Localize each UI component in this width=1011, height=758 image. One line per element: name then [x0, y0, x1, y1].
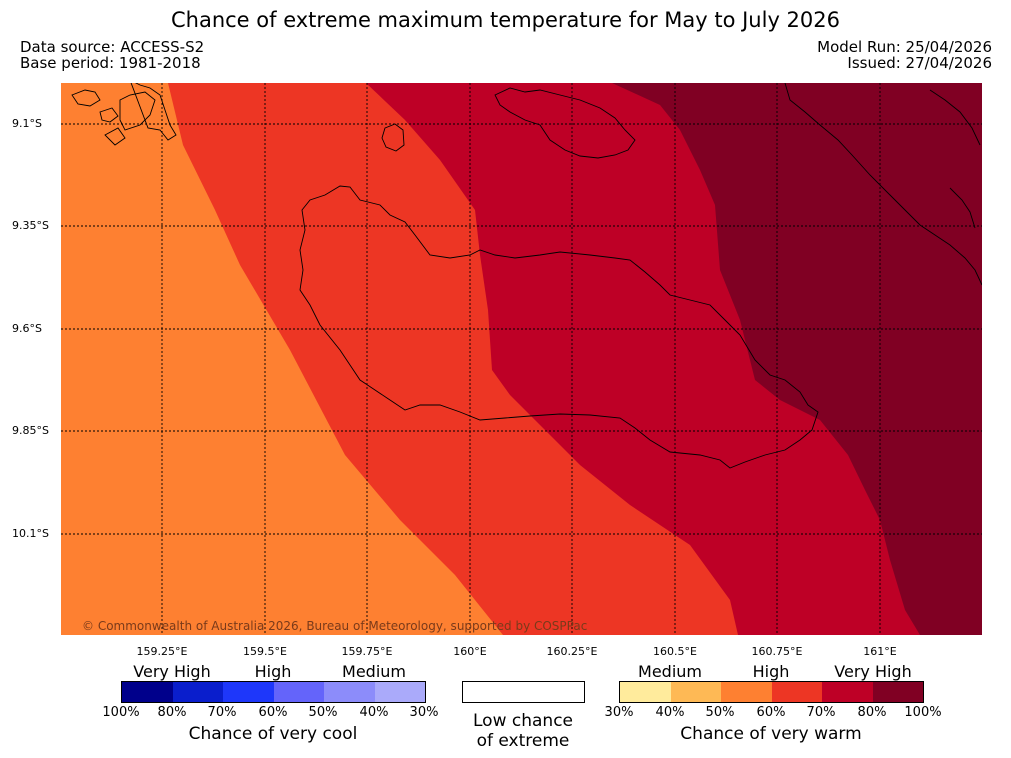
- lon-label: 159.5°E: [243, 645, 287, 658]
- zone-80-100: [612, 83, 982, 635]
- model-run: Model Run: 25/04/2026: [817, 38, 992, 56]
- cool-category-high: High: [254, 662, 292, 681]
- low-chance-line2: of extreme: [476, 731, 570, 751]
- warm-swatch: [671, 682, 721, 702]
- lon-label: 160.75°E: [751, 645, 803, 658]
- lat-label: 10.1°S: [12, 527, 49, 540]
- cool-tick: 50%: [308, 705, 338, 720]
- lat-label: 9.35°S: [12, 219, 49, 232]
- cool-tick: 60%: [258, 705, 288, 720]
- warm-swatch: [873, 682, 923, 702]
- warm-tick: 60%: [756, 705, 786, 720]
- graticule: [61, 83, 982, 635]
- russell-islands-coastline: [71, 83, 177, 146]
- warm-swatch: [822, 682, 873, 702]
- map-title: Chance of extreme maximum temperature fo…: [170, 8, 840, 32]
- warm-tick: 50%: [705, 705, 735, 720]
- warm-swatch: [721, 682, 772, 702]
- meta-right: Model Run: 25/04/2026 Issued: 27/04/2026: [817, 39, 992, 71]
- lon-label: 161°E: [863, 645, 897, 658]
- low-chance-label: Low chance of extreme: [473, 711, 573, 751]
- cool-swatch: [173, 682, 223, 702]
- warm-legend-title: Chance of very warm: [680, 724, 862, 744]
- lat-label: 9.1°S: [12, 117, 42, 130]
- warm-category-very-high: Very High: [834, 662, 912, 681]
- cool-category-medium: Medium: [342, 662, 406, 681]
- meta-left: Data source: ACCESS-S2 Base period: 1981…: [20, 39, 204, 71]
- copyright-notice: © Commonwealth of Australia 2026, Bureau…: [82, 619, 588, 633]
- low-chance-swatch: [462, 681, 585, 703]
- data-source: Data source: ACCESS-S2: [20, 38, 205, 56]
- warm-category-high: High: [752, 662, 790, 681]
- lon-label: 160.25°E: [546, 645, 598, 658]
- warm-tick: 80%: [857, 705, 887, 720]
- warm-tick: 40%: [655, 705, 685, 720]
- lat-label: 9.6°S: [12, 322, 42, 335]
- lat-label: 9.85°S: [12, 424, 49, 437]
- guadalcanal-coastline: [299, 185, 819, 469]
- cool-tick: 100%: [102, 705, 140, 720]
- lon-label: 160°E: [453, 645, 487, 658]
- cool-swatch: [375, 682, 425, 702]
- warm-tick: 100%: [904, 705, 942, 720]
- warm-swatch: [620, 682, 671, 702]
- lon-label: 160.5°E: [653, 645, 697, 658]
- cool-swatch: [324, 682, 375, 702]
- cool-tick: 30%: [409, 705, 439, 720]
- savo-island-coastline: [381, 123, 405, 152]
- cool-legend-title: Chance of very cool: [188, 724, 358, 744]
- coastlines: [71, 83, 982, 469]
- malaita-coastline: [784, 83, 982, 286]
- cool-category-very-high: Very High: [133, 662, 211, 681]
- warm-swatch: [772, 682, 822, 702]
- warm-tick: 30%: [604, 705, 634, 720]
- warm-colorbar: [619, 681, 924, 703]
- cool-tick: 70%: [207, 705, 237, 720]
- lon-label: 159.25°E: [136, 645, 188, 658]
- low-chance-line1: Low chance: [473, 711, 573, 731]
- issued-date: Issued: 27/04/2026: [847, 54, 992, 72]
- cool-swatch: [223, 682, 274, 702]
- lon-label: 159.75°E: [341, 645, 393, 658]
- cool-colorbar: [121, 681, 426, 703]
- cool-tick: 80%: [157, 705, 187, 720]
- florida-islands-coastline: [494, 87, 636, 159]
- warm-tick: 70%: [806, 705, 836, 720]
- cool-swatch: [274, 682, 324, 702]
- base-period: Base period: 1981-2018: [20, 54, 201, 72]
- warm-category-medium: Medium: [638, 662, 702, 681]
- cool-tick: 40%: [359, 705, 389, 720]
- cool-swatch: [122, 682, 173, 702]
